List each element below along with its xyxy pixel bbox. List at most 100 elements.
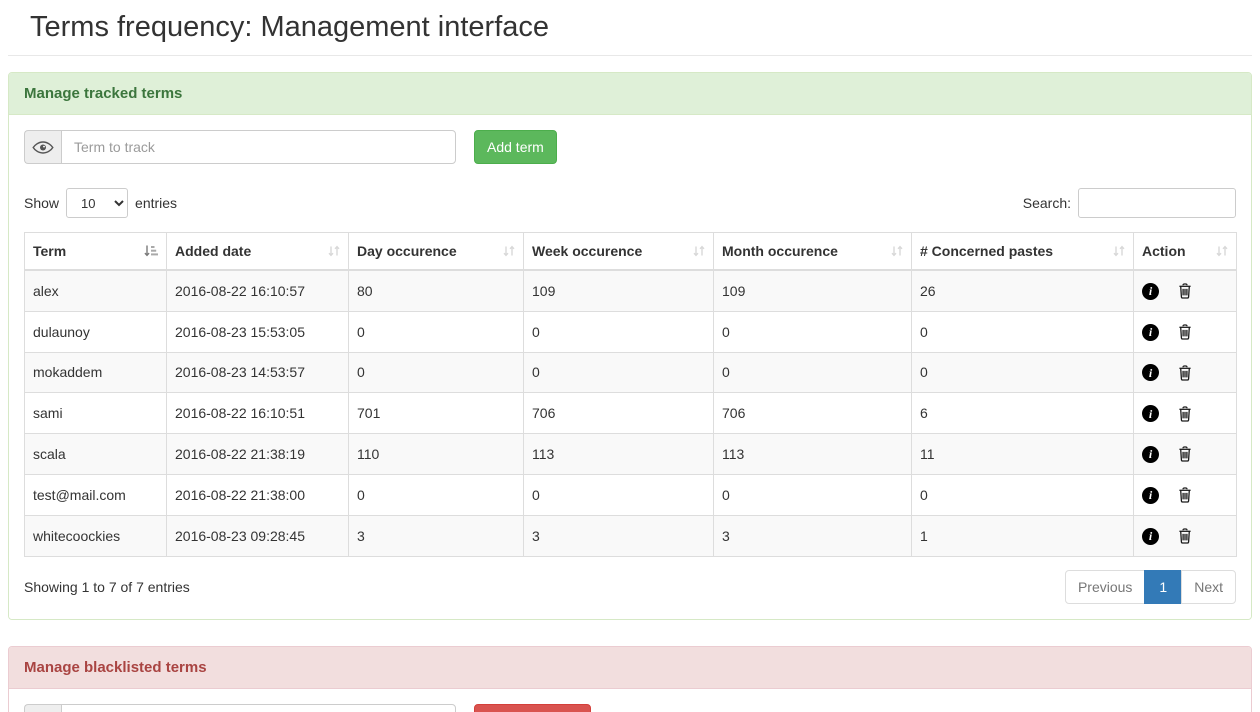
- week-occurence-cell: 706: [523, 392, 714, 435]
- term-cell: test@mail.com: [24, 473, 167, 516]
- concerned-pastes-cell: 1: [911, 514, 1134, 557]
- month-occurence-cell: 706: [713, 392, 912, 435]
- eye-icon: [32, 140, 54, 154]
- week-occurence-cell: 0: [523, 310, 714, 353]
- table-info-text: Showing 1 to 7 of 7 entries: [24, 578, 190, 595]
- column-header-term[interactable]: Term: [24, 232, 167, 271]
- blacklist-term-input[interactable]: [61, 703, 456, 712]
- term-cell: mokaddem: [24, 351, 167, 394]
- week-occurence-cell: 0: [523, 473, 714, 516]
- term-delete-button[interactable]: [1178, 365, 1192, 381]
- table-row: scala 2016-08-22 21:38:19 110 113 113 11…: [24, 433, 1237, 475]
- term-info-button[interactable]: i: [1142, 486, 1159, 504]
- action-cell: i: [1133, 473, 1237, 516]
- action-cell: i: [1133, 392, 1237, 435]
- pagination-previous[interactable]: Previous: [1064, 569, 1146, 604]
- added-date-cell: 2016-08-22 21:38:19: [166, 433, 349, 475]
- eye-addon: [24, 130, 61, 164]
- pagination: Previous 1 Next: [1064, 569, 1236, 604]
- concerned-pastes-cell: 0: [911, 473, 1134, 516]
- blacklisted-terms-panel: Manage blacklisted terms: [8, 645, 1252, 712]
- pagination-next[interactable]: Next: [1181, 569, 1236, 604]
- column-header-action[interactable]: Action: [1133, 232, 1237, 271]
- added-date-cell: 2016-08-23 14:53:57: [166, 351, 349, 394]
- day-occurence-cell: 701: [348, 392, 524, 435]
- term-delete-button[interactable]: [1178, 528, 1192, 544]
- term-delete-button[interactable]: [1178, 446, 1192, 463]
- search-control: Search:: [1023, 188, 1236, 218]
- column-header-month-occurence[interactable]: Month occurence: [713, 232, 912, 271]
- term-info-button[interactable]: i: [1142, 445, 1159, 463]
- day-occurence-cell: 80: [348, 269, 524, 312]
- day-occurence-cell: 0: [348, 351, 524, 394]
- blacklist-addon: [24, 703, 61, 712]
- pagination-page-1[interactable]: 1: [1144, 569, 1183, 604]
- term-info-button[interactable]: i: [1142, 282, 1159, 300]
- action-cell: i: [1133, 433, 1237, 475]
- tracked-terms-table: Term Added date: [24, 232, 1237, 557]
- term-delete-button[interactable]: [1178, 487, 1192, 503]
- tracked-terms-panel-header: Manage tracked terms: [9, 73, 1251, 115]
- action-cell: i: [1133, 514, 1237, 557]
- tracked-terms-panel-body: Add term Show 10 entries Search:: [9, 115, 1251, 619]
- added-date-cell: 2016-08-22 16:10:51: [166, 392, 349, 435]
- added-date-cell: 2016-08-23 09:28:45: [166, 514, 349, 557]
- term-to-track-input[interactable]: [61, 130, 456, 164]
- page-length-select[interactable]: 10: [66, 188, 129, 218]
- trash-icon: [1179, 446, 1191, 463]
- added-date-cell: 2016-08-22 16:10:57: [166, 269, 349, 312]
- sort-both-icon: [693, 245, 705, 257]
- column-header-week-occurence[interactable]: Week occurence: [523, 232, 714, 271]
- added-date-cell: 2016-08-22 21:38:00: [166, 473, 349, 516]
- term-cell: sami: [24, 392, 167, 435]
- blacklist-input-group: [24, 703, 456, 712]
- month-occurence-cell: 0: [713, 473, 912, 516]
- blacklisted-terms-panel-header: Manage blacklisted terms: [9, 646, 1251, 689]
- term-info-button[interactable]: i: [1142, 323, 1159, 341]
- trash-icon: [1179, 324, 1191, 340]
- sort-both-icon: [891, 245, 903, 257]
- column-header-added-date[interactable]: Added date: [166, 232, 349, 271]
- search-input[interactable]: [1078, 188, 1236, 218]
- table-row: test@mail.com 2016-08-22 21:38:00 0 0 0 …: [24, 473, 1237, 516]
- day-occurence-cell: 3: [348, 514, 524, 557]
- info-icon: i: [1142, 323, 1159, 341]
- info-icon: i: [1142, 364, 1159, 382]
- month-occurence-cell: 3: [713, 514, 912, 557]
- concerned-pastes-cell: 11: [911, 433, 1134, 475]
- add-term-row: Add term: [24, 130, 1236, 164]
- entries-label: entries: [135, 195, 178, 211]
- trash-icon: [1179, 528, 1191, 544]
- terms-table-body: alex 2016-08-22 16:10:57 80 109 109 26 i…: [24, 269, 1237, 557]
- term-cell: scala: [24, 433, 167, 475]
- sort-both-icon: [503, 245, 515, 257]
- month-occurence-cell: 113: [713, 433, 912, 475]
- term-info-button[interactable]: i: [1142, 405, 1159, 423]
- add-term-button[interactable]: Add term: [474, 130, 557, 164]
- info-icon: i: [1142, 527, 1159, 545]
- table-header-row: Term Added date: [24, 232, 1237, 271]
- page-title: Terms frequency: Management interface: [30, 11, 550, 43]
- sort-both-icon: [1113, 245, 1125, 257]
- column-header-day-occurence[interactable]: Day occurence: [348, 232, 524, 271]
- sort-both-icon: [1216, 245, 1228, 257]
- concerned-pastes-cell: 0: [911, 310, 1134, 353]
- week-occurence-cell: 109: [523, 269, 714, 312]
- table-header: Term Added date: [24, 232, 1237, 271]
- action-cell: i: [1133, 269, 1237, 312]
- datatable-controls: Show 10 entries Search:: [24, 188, 1236, 218]
- table-row: whitecoockies 2016-08-23 09:28:45 3 3 3 …: [24, 514, 1237, 557]
- month-occurence-cell: 109: [713, 269, 912, 312]
- term-info-button[interactable]: i: [1142, 527, 1159, 545]
- concerned-pastes-cell: 26: [911, 269, 1134, 312]
- tracked-terms-panel: Manage tracked terms Add term: [8, 72, 1252, 620]
- term-delete-button[interactable]: [1178, 324, 1192, 340]
- datatable-footer: Showing 1 to 7 of 7 entries Previous 1 N…: [24, 569, 1236, 604]
- page-length-control: Show 10 entries: [24, 188, 177, 218]
- term-delete-button[interactable]: [1178, 283, 1192, 299]
- blacklist-term-button[interactable]: [474, 703, 591, 712]
- term-info-button[interactable]: i: [1142, 364, 1159, 382]
- term-delete-button[interactable]: [1178, 406, 1192, 422]
- week-occurence-cell: 0: [523, 351, 714, 394]
- column-header-concerned-pastes[interactable]: # Concerned pastes: [911, 232, 1134, 271]
